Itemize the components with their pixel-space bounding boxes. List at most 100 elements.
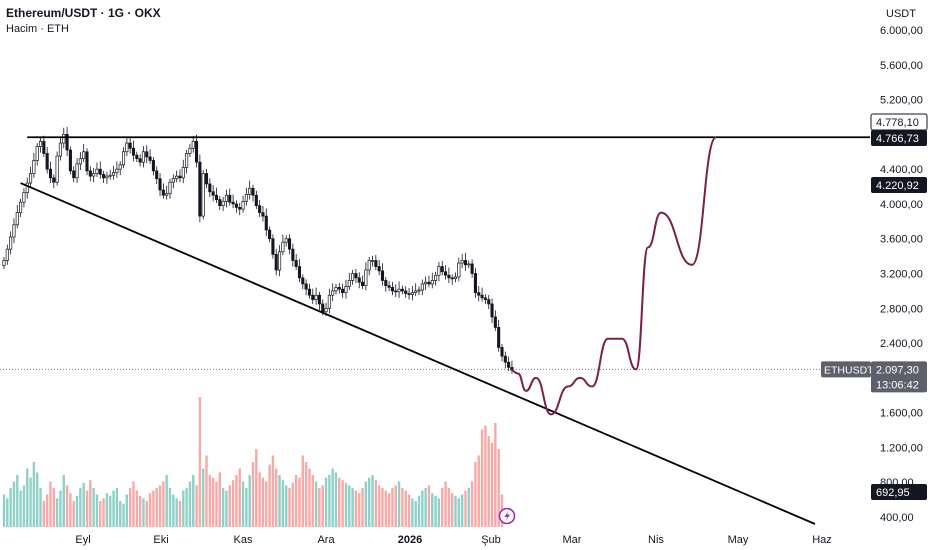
candle-body [427,281,431,285]
candle-body [284,238,288,243]
candle-body [417,289,421,292]
volume-bar [172,494,175,527]
candle-body [234,203,238,208]
volume-bar [115,488,119,527]
candle-body [490,303,494,318]
volume-bar [95,494,99,527]
candle-body [82,151,86,160]
candle-body [414,290,418,293]
candle-body [507,361,511,368]
volume-bar [304,462,308,527]
volume-bar [65,485,69,527]
volume-bar [202,468,205,527]
candle-body [497,327,501,348]
candle-body [258,205,262,213]
volume-bar [384,490,387,527]
volume-bar [288,488,291,527]
candle-body [58,142,62,157]
symbol-badge-label: ETHUSDT [824,364,874,376]
price-tick-label: 3.600,00 [880,234,923,246]
volume-bar [470,481,474,527]
candle-body [68,149,72,172]
candle-body [387,285,391,288]
volume-bar [318,488,321,527]
candle-body [261,212,265,217]
price-tick-label: 2.400,00 [880,338,923,350]
candle-body [314,294,318,300]
candle-body [65,134,69,151]
candle-body [12,224,16,238]
price-tick-label: 3.200,00 [880,269,923,281]
volume-bar [92,488,95,527]
candle-body [281,241,285,253]
volume-bar [75,495,79,527]
candle-body [211,191,215,196]
volume-bar [251,462,255,527]
volume-bar [421,490,424,527]
candle-body [224,194,228,202]
volume-bar [368,477,371,527]
volume-bar [26,468,29,527]
candle-body [185,153,189,168]
volume-bar [22,485,26,527]
currency-label[interactable]: USDT [886,8,916,20]
volume-bar [474,462,477,527]
volume-bar [12,481,16,527]
candle-body [214,194,219,200]
candle-body [278,251,282,271]
candle-body [131,147,136,156]
candle-body [55,155,59,183]
lightning-icon[interactable] [498,507,516,525]
candle-body [188,147,192,154]
volume-bar [324,477,328,527]
price-tick-label: 4.000,00 [880,199,923,211]
volume-bar [298,477,301,527]
volume-bar [407,494,411,527]
price-axis[interactable]: 6.000,00 5.600,00 5.200,00 4.400,00 4.000,00… [880,25,923,524]
support-line[interactable] [20,182,816,525]
volume-bar [62,475,65,527]
volume-bar [238,468,241,527]
candle-body [141,151,145,163]
candle-body [118,164,122,170]
trendlines[interactable] [0,136,870,525]
volume-bar [6,498,9,527]
candle-body [85,151,89,172]
candle-body [477,292,481,296]
candle-body [62,134,66,144]
volume-bar [258,472,261,527]
candle-body [487,299,491,305]
projection-path[interactable] [509,136,717,416]
candle-body [453,276,458,280]
candle-body [410,292,414,295]
volume-bar [168,488,172,527]
symbol-badge [821,361,871,378]
volume-bar [490,442,494,527]
candle-body [108,174,112,177]
candle-body [204,173,209,185]
volume-bar [484,425,487,527]
time-tick-label: Eyl [75,534,90,546]
volume-bar [444,481,447,527]
candle-body [238,207,242,210]
time-axis[interactable]: Eyl Eki Kas Ara 2026 Şub Mar Nis May Haz [75,534,831,546]
candle-body [463,260,468,266]
volume-bar [16,475,19,527]
volume-bar [351,488,354,527]
candle-body [321,303,325,313]
volume-bar [487,436,490,527]
price-badge-label: 4.220,92 [876,180,919,192]
candle-body [138,158,142,163]
volume-bar [265,481,268,527]
volume-bar [314,481,318,527]
candle-body [171,178,175,183]
candle-body [201,173,205,217]
last-price-label: 2.097,30 [876,364,919,376]
candle-body [361,281,365,287]
volume-bar [328,475,331,527]
candle-body [404,290,408,294]
candle-body [294,260,298,267]
candle-body [38,140,43,147]
volume-bar [457,498,461,527]
